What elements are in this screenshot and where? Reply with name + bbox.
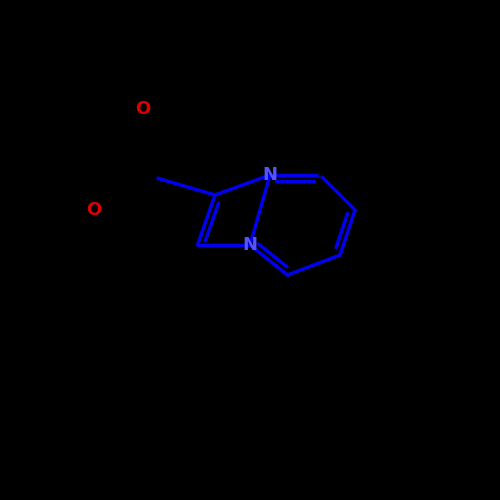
Text: O: O [86, 201, 102, 219]
Text: N: N [242, 236, 258, 254]
Text: O: O [135, 100, 150, 117]
Text: N: N [262, 166, 278, 184]
